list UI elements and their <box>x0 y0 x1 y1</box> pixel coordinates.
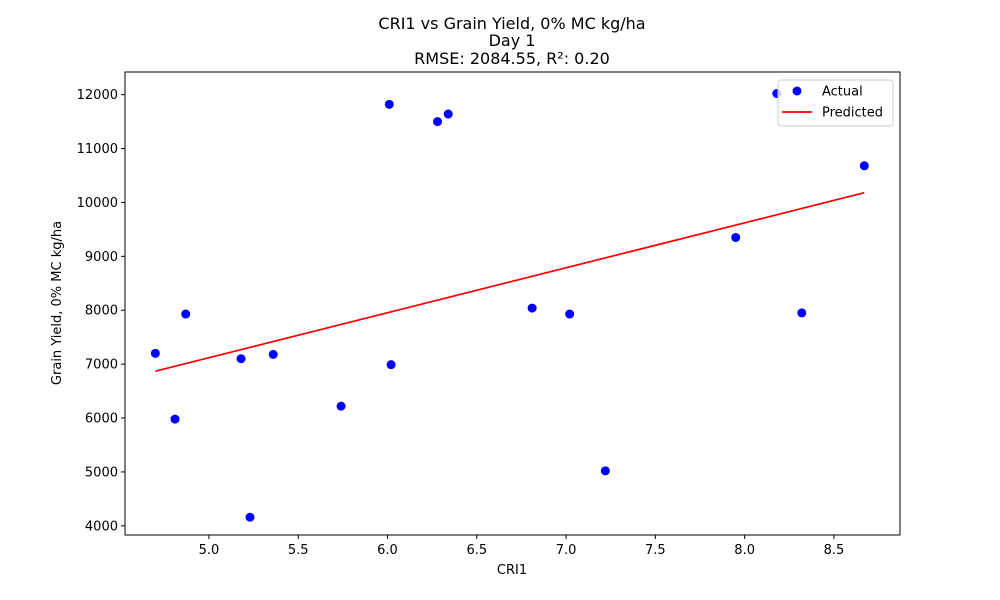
chart-title-line-2: Day 1 <box>489 31 536 50</box>
y-tick-label: 6000 <box>85 412 118 427</box>
y-tick-label: 5000 <box>85 465 118 480</box>
y-axis-label: Grain Yield, 0% MC kg/ha <box>50 221 65 385</box>
y-axis-ticks: 4000 5000 6000 7000 8000 9000 10000 11000 12000 <box>77 88 125 534</box>
x-tick-label: 6.5 <box>466 543 487 558</box>
actual-data-point <box>336 401 346 411</box>
series-layer <box>150 89 869 522</box>
y-tick-label: 10000 <box>77 196 118 211</box>
legend-actual-label: Actual <box>822 85 863 100</box>
actual-data-point <box>565 309 575 319</box>
y-tick-label: 4000 <box>85 519 118 534</box>
actual-data-point <box>443 109 453 119</box>
actual-data-point <box>170 414 180 424</box>
predicted-regression-line <box>155 191 865 372</box>
x-tick-label: 5.5 <box>288 543 309 558</box>
chart-title-line-3: RMSE: 2084.55, R²: 0.20 <box>414 49 610 68</box>
y-tick-label: 11000 <box>77 142 118 157</box>
actual-data-point <box>797 308 807 318</box>
actual-data-point <box>859 161 869 171</box>
legend-actual-marker <box>792 86 802 96</box>
actual-data-point <box>527 303 537 313</box>
legend-predicted-label: Predicted <box>822 106 883 121</box>
x-axis-label: CRI1 <box>497 563 527 578</box>
x-tick-label: 5.0 <box>199 543 220 558</box>
actual-data-point <box>731 232 741 242</box>
x-tick-label: 8.5 <box>824 543 845 558</box>
x-tick-label: 6.0 <box>377 543 398 558</box>
x-tick-label: 8.0 <box>734 543 755 558</box>
actual-data-point <box>245 512 255 522</box>
x-tick-label: 7.5 <box>645 543 666 558</box>
y-tick-label: 9000 <box>85 250 118 265</box>
actual-data-point <box>268 349 278 359</box>
x-tick-label: 7.0 <box>556 543 577 558</box>
y-tick-label: 7000 <box>85 358 118 373</box>
y-tick-label: 12000 <box>77 88 118 103</box>
actual-data-point <box>384 99 394 109</box>
actual-data-point <box>181 309 191 319</box>
actual-data-point <box>433 117 442 127</box>
actual-data-point <box>236 354 246 364</box>
actual-data-point <box>600 466 610 476</box>
actual-data-point <box>386 360 396 370</box>
actual-data-point <box>150 348 160 358</box>
legend-box <box>777 79 894 127</box>
plot-area-frame <box>124 71 901 536</box>
x-axis-ticks: 5.0 5.5 6.0 6.5 7.0 7.5 8.0 8.5 <box>199 535 845 558</box>
legend: Actual Predicted <box>777 79 894 127</box>
chart-title-line-1: CRI1 vs Grain Yield, 0% MC kg/ha <box>378 14 645 33</box>
y-tick-label: 8000 <box>85 304 118 319</box>
